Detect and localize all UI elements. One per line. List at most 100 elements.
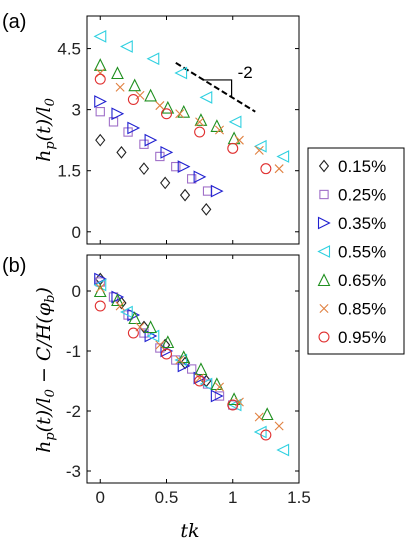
- data-point: [260, 407, 274, 421]
- data-point: [214, 391, 225, 401]
- data-point: [187, 174, 197, 184]
- panel-a-ylabel: hp(t)/l0: [33, 98, 58, 162]
- y-tick-label: -1: [66, 342, 81, 361]
- data-point: [161, 108, 173, 120]
- series-0.85%: [95, 283, 284, 431]
- legend-entry: 0.25%: [319, 186, 386, 205]
- y-tick-label: -2: [66, 402, 81, 421]
- data-point: [260, 163, 272, 175]
- data-point: [144, 320, 157, 334]
- data-point: [194, 375, 206, 387]
- data-point: [234, 135, 244, 145]
- data-point: [108, 117, 119, 127]
- data-point: [120, 40, 133, 53]
- legend-marker: [318, 159, 330, 173]
- data-point: [214, 125, 225, 135]
- data-point: [94, 73, 106, 85]
- data-point: [111, 293, 124, 307]
- data-point: [175, 109, 185, 119]
- series-0.95%: [94, 300, 272, 441]
- data-point: [194, 126, 206, 138]
- panel-b-xlabel: tk: [180, 520, 199, 542]
- series-0.15%: [95, 272, 212, 388]
- panel-b-label: (b): [2, 255, 26, 277]
- data-point: [144, 133, 158, 147]
- legend-label: 0.85%: [338, 300, 386, 319]
- legend-entry: 0.15%: [318, 157, 386, 176]
- legend-marker: [319, 303, 329, 314]
- data-point: [193, 170, 207, 184]
- legend-label: 0.15%: [338, 157, 386, 176]
- data-point: [127, 121, 141, 135]
- y-tick-label: 1.5: [57, 162, 81, 181]
- legend-label: 0.25%: [338, 186, 386, 205]
- data-point: [161, 348, 173, 360]
- data-point: [175, 355, 185, 365]
- legend-entry: 0.35%: [317, 214, 386, 233]
- data-point: [94, 300, 106, 312]
- data-point: [146, 329, 160, 343]
- series-0.95%: [94, 73, 272, 175]
- legend-entry: 0.85%: [319, 300, 386, 319]
- data-point: [177, 160, 191, 174]
- legend-entry: 0.55%: [317, 243, 386, 262]
- slope-line: [175, 61, 256, 113]
- slope-annotation: -2: [175, 61, 256, 113]
- data-point: [234, 397, 244, 407]
- data-point: [160, 176, 171, 190]
- panel-a-axes-box: [86, 15, 300, 245]
- data-point: [111, 107, 125, 121]
- legend-entry: 0.65%: [317, 271, 386, 290]
- data-point: [202, 186, 213, 196]
- legend-marker: [317, 216, 331, 230]
- data-point: [116, 146, 127, 159]
- slope-label: -2: [238, 63, 253, 82]
- data-point: [111, 66, 124, 80]
- data-point: [144, 329, 158, 343]
- data-point: [115, 301, 125, 311]
- data-point: [227, 399, 239, 411]
- data-point: [135, 90, 145, 100]
- data-point: [201, 203, 212, 216]
- data-point: [210, 184, 224, 198]
- legend-box: [307, 147, 405, 355]
- data-point: [253, 139, 267, 153]
- data-point: [195, 373, 205, 383]
- legend: 0.15% 0.25% 0.35% 0.55% 0.65% 0.85% 0.95%: [307, 147, 405, 355]
- panel-a: (a) hp(t)/l0 0 1.5 3 4.5 -2: [2, 11, 300, 245]
- data-point: [199, 377, 213, 391]
- data-point: [214, 382, 225, 392]
- y-tick-label: 4.5: [57, 40, 81, 59]
- data-point: [120, 305, 133, 319]
- y-tick-label: -3: [66, 462, 81, 481]
- data-point: [187, 364, 197, 374]
- data-point: [95, 283, 105, 293]
- data-point: [179, 188, 191, 202]
- legend-marker: [317, 245, 331, 258]
- data-point: [160, 344, 174, 358]
- y-tick-label: 0: [72, 223, 81, 242]
- legend-marker: [318, 331, 330, 343]
- data-point: [210, 389, 224, 403]
- data-point: [95, 68, 105, 78]
- x-tick-label: 1: [228, 488, 237, 507]
- data-point: [171, 161, 181, 172]
- data-point: [128, 311, 142, 325]
- legend-label: 0.35%: [338, 214, 386, 233]
- data-point: [254, 145, 264, 155]
- panel-b: (b) hp(t)/l0 − C/H(φb) -3-2-10 0 0.5 1 1.5 …: [2, 254, 311, 542]
- data-point: [174, 66, 188, 80]
- data-point: [127, 327, 139, 339]
- data-point: [254, 412, 264, 422]
- data-point: [138, 320, 150, 334]
- data-point: [194, 362, 208, 376]
- data-point: [138, 162, 150, 176]
- data-point: [276, 443, 290, 457]
- data-point: [95, 133, 106, 147]
- data-point: [115, 82, 125, 92]
- x-tick-label: 1.5: [287, 488, 311, 507]
- data-point: [276, 150, 290, 163]
- data-point: [144, 88, 157, 102]
- data-point: [177, 104, 191, 118]
